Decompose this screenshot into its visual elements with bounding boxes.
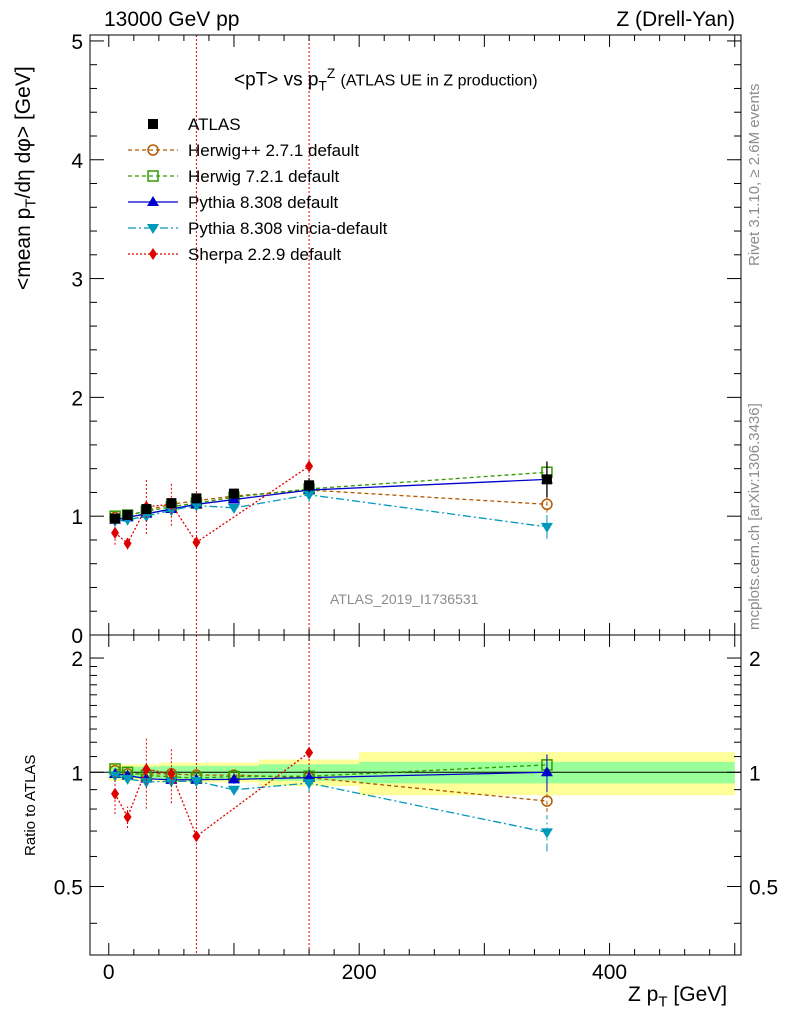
analysis-reference: ATLAS_2019_I1736531	[330, 591, 479, 607]
x-tick-label: 400	[592, 961, 627, 984]
series-point	[540, 522, 553, 533]
series-ratio-point	[167, 767, 176, 780]
series-layer	[109, 460, 553, 852]
series-point	[303, 490, 316, 501]
y-tick-label: 4	[71, 150, 83, 173]
y-tick-label: 3	[71, 269, 83, 292]
series-ratio-point	[303, 779, 316, 790]
series-ratio-line	[114, 752, 310, 838]
series-ratio-point	[227, 773, 240, 784]
chart-title: <pT> vs pTZ (ATLAS UE in Z production)	[234, 66, 538, 94]
legend-label: Pythia 8.308 vincia-default	[188, 219, 388, 238]
data-point	[191, 493, 202, 504]
series-ratio-point	[121, 774, 134, 785]
series-line	[114, 471, 547, 517]
legend-marker	[147, 170, 159, 182]
series-point	[123, 537, 132, 550]
series-point	[305, 460, 314, 473]
x-tick-label: 0	[103, 961, 115, 984]
series-ratio-point	[540, 828, 553, 839]
series-ratio-line	[114, 764, 547, 779]
data-point	[541, 474, 552, 485]
rivet-version-label: Rivet 3.1.10, ≥ 2.6M events	[746, 83, 763, 267]
series-ratio-point	[540, 766, 553, 777]
ratio-y-tick-label-right: 0.5	[749, 877, 778, 900]
data-point	[166, 498, 177, 509]
legend-marker	[147, 224, 159, 234]
data-point	[304, 480, 315, 491]
series-point	[227, 503, 240, 514]
data-point	[141, 504, 152, 515]
axes-layer: 0 200 400 1 2 3 4 5 0 0.5 0.5 1 1 2 2	[54, 31, 778, 984]
data-point	[110, 513, 121, 524]
series-line	[114, 494, 548, 528]
mcplots-label: mcplots.cern.ch [arXiv:1306.3436]	[746, 403, 763, 630]
series-point	[190, 501, 203, 512]
series-ratio-point	[541, 795, 553, 807]
series-ratio-point	[142, 763, 151, 776]
process-name-label: Z (Drell-Yan)	[616, 8, 735, 31]
series-ratio-point	[192, 830, 201, 843]
data-point	[122, 510, 133, 520]
legend-label: Herwig 7.2.1 default	[188, 167, 339, 186]
series-ratio-point	[305, 746, 314, 759]
legend-marker	[149, 248, 157, 260]
series-line	[114, 478, 547, 521]
series-ratio-line	[114, 769, 548, 802]
legend-marker	[148, 119, 158, 129]
series-ratio-point	[123, 810, 132, 823]
y-tick-label: 5	[71, 31, 83, 54]
series-line	[114, 489, 547, 519]
ratio-uncertainty-bands	[108, 752, 735, 796]
legend-marker	[147, 196, 159, 206]
series-point	[541, 498, 553, 511]
x-tick-label: 200	[342, 961, 377, 984]
ratio-y-tick-label: 0.5	[54, 877, 83, 900]
series-point	[192, 536, 201, 549]
y-tick-label: 1	[71, 506, 83, 529]
ratio-y-tick-label: 1	[71, 762, 83, 785]
legend-label: Sherpa 2.2.9 default	[188, 245, 341, 264]
process-energy-label: 13000 GeV pp	[104, 8, 240, 31]
series-ratio-point	[111, 787, 120, 800]
series-point	[111, 526, 120, 539]
legend-label: Herwig++ 2.7.1 default	[188, 141, 359, 160]
legend-label: Pythia 8.308 default	[188, 193, 339, 212]
series-ratio-point	[227, 785, 240, 796]
y-tick-label: 2	[71, 387, 83, 410]
ratio-y-tick-label-right: 1	[749, 762, 761, 785]
data-point	[228, 488, 239, 499]
legend: ATLAS Herwig++ 2.7.1 default Herwig 7.2.1 …	[128, 115, 388, 264]
ratio-y-axis-label: Ratio to ATLAS	[22, 754, 39, 856]
series-ratio-point	[190, 777, 203, 788]
ratio-y-tick-label-right: 2	[749, 648, 761, 671]
y-tick-label-zero: 0	[71, 625, 83, 648]
x-axis-label: Z pT [GeV]	[628, 983, 728, 1011]
ratio-plot-frame	[89, 634, 742, 956]
ratio-y-tick-label: 2	[71, 648, 83, 671]
legend-label: ATLAS	[188, 115, 241, 134]
y-axis-label: <mean pT/dη dφ> [GeV]	[12, 66, 40, 290]
legend-marker	[147, 144, 159, 156]
